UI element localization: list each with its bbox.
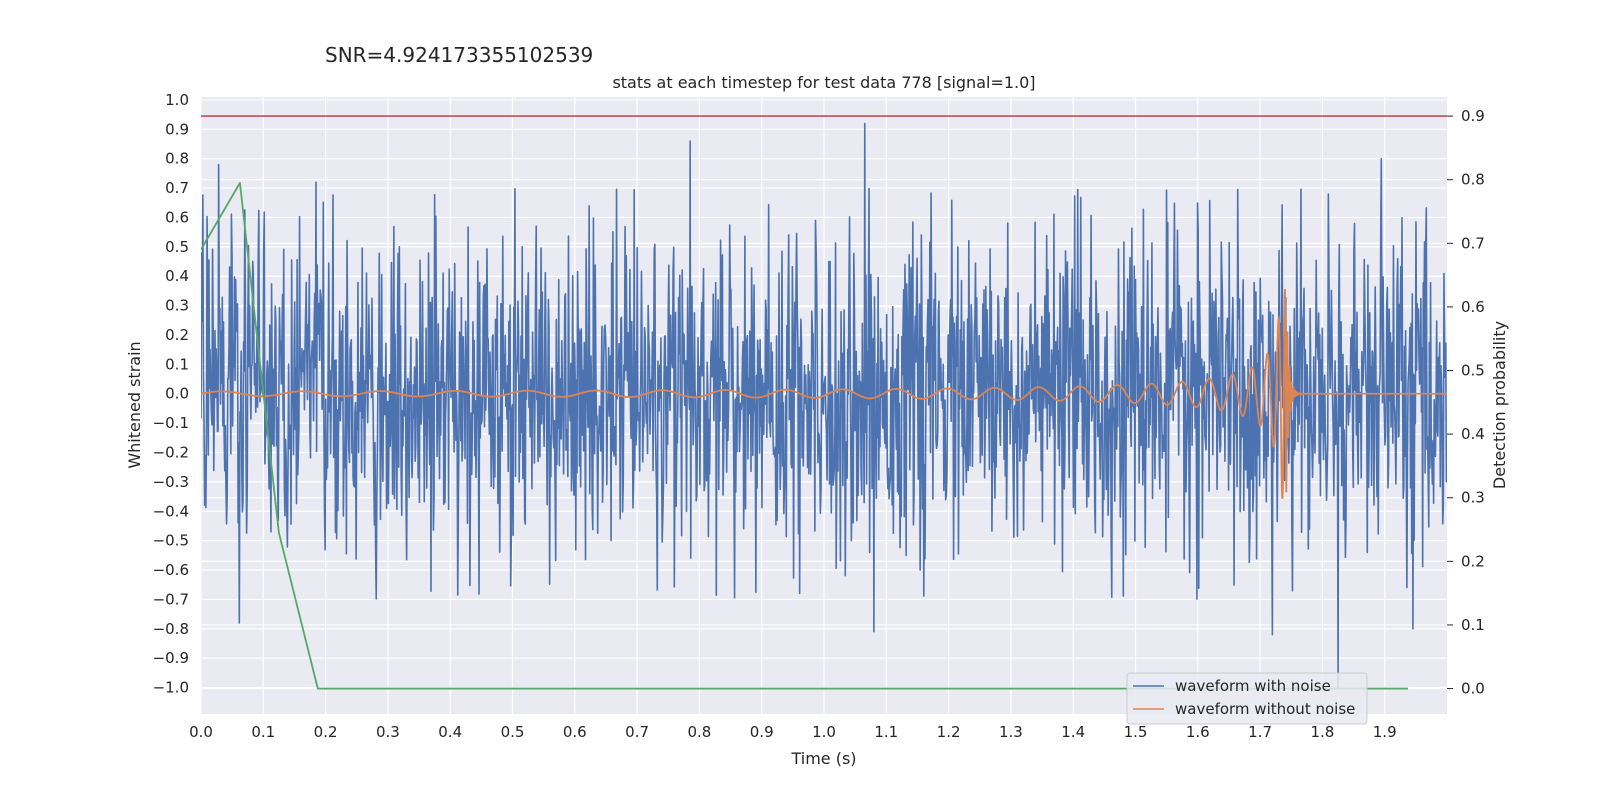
y-tick-right-label: 0.0 bbox=[1461, 680, 1485, 698]
legend-label-clean: waveform without noise bbox=[1175, 700, 1355, 718]
ticks-layer: 1.0 0.9 0.8 0.7 0.6 0.5 0.4 0.3 0.2 0.1 0.0 −0.1 −0.… bbox=[153, 91, 1485, 741]
y-tick-right-label: 0.9 bbox=[1461, 107, 1485, 125]
x-tick-label: 0.6 bbox=[563, 723, 587, 741]
legend: waveform with noise waveform without noi… bbox=[1126, 672, 1368, 725]
y-tick-left-label: −0.6 bbox=[153, 561, 189, 579]
x-tick-label: 0.8 bbox=[687, 723, 711, 741]
y-tick-left-label: 0.9 bbox=[165, 120, 189, 138]
y-tick-left-label: 0.2 bbox=[165, 326, 189, 344]
y-tick-left-label: −1.0 bbox=[153, 679, 189, 697]
y-axis-label-left: Whitened strain bbox=[125, 341, 144, 468]
y-tick-left-label: 0.6 bbox=[165, 208, 189, 226]
legend-label-noise: waveform with noise bbox=[1175, 677, 1331, 695]
x-tick-label: 1.9 bbox=[1373, 723, 1397, 741]
y-tick-left-label: −0.2 bbox=[153, 444, 189, 462]
x-tick-label: 0.2 bbox=[314, 723, 338, 741]
y-tick-right-label: 0.4 bbox=[1461, 425, 1485, 443]
y-tick-right-label: 0.7 bbox=[1461, 234, 1485, 252]
x-tick-label: 0.0 bbox=[189, 723, 213, 741]
y-tick-left-label: 0.3 bbox=[165, 297, 189, 315]
legend-box bbox=[1126, 672, 1368, 725]
y-tick-left-label: 0.1 bbox=[165, 355, 189, 373]
series-waveform-with-noise bbox=[201, 122, 1447, 689]
x-tick-label: 0.1 bbox=[251, 723, 275, 741]
y-tick-right-label: 0.3 bbox=[1461, 489, 1485, 507]
y-axis-label-right: Detection probability bbox=[1490, 321, 1509, 489]
y-tick-left-label: 0.0 bbox=[165, 385, 189, 403]
y-tick-left-label: −0.4 bbox=[153, 502, 189, 520]
y-tick-left-label: −0.1 bbox=[153, 414, 189, 432]
series-layer bbox=[201, 115, 1447, 690]
y-tick-left-label: 0.4 bbox=[165, 267, 189, 285]
x-tick-label: 1.2 bbox=[937, 723, 961, 741]
x-tick-label: 1.3 bbox=[999, 723, 1023, 741]
y-tick-left-label: 0.8 bbox=[165, 150, 189, 168]
x-tick-label: 0.7 bbox=[625, 723, 649, 741]
chart-title: stats at each timestep for test data 778… bbox=[612, 73, 1035, 92]
x-axis-label: Time (s) bbox=[790, 749, 856, 768]
x-tick-label: 1.1 bbox=[874, 723, 898, 741]
y-tick-left-label: 1.0 bbox=[165, 91, 189, 109]
y-tick-right-label: 0.2 bbox=[1461, 552, 1485, 570]
x-tick-label: 0.5 bbox=[501, 723, 525, 741]
y-tick-left-label: −0.5 bbox=[153, 532, 189, 550]
y-tick-right-label: 0.1 bbox=[1461, 616, 1485, 634]
y-tick-left-label: −0.8 bbox=[153, 620, 189, 638]
y-tick-right-label: 0.8 bbox=[1461, 171, 1485, 189]
y-tick-left-label: −0.7 bbox=[153, 590, 189, 608]
y-tick-left-label: 0.5 bbox=[165, 238, 189, 256]
chart-suptitle: SNR=4.924173355102539 bbox=[325, 43, 593, 67]
x-tick-label: 0.3 bbox=[376, 723, 400, 741]
x-tick-label: 1.0 bbox=[812, 723, 836, 741]
x-tick-label: 0.9 bbox=[750, 723, 774, 741]
y-tick-right-label: 0.6 bbox=[1461, 298, 1485, 316]
x-tick-label: 1.6 bbox=[1186, 723, 1210, 741]
x-tick-label: 0.4 bbox=[438, 723, 462, 741]
x-tick-label: 1.4 bbox=[1061, 723, 1085, 741]
y-tick-right-label: 0.5 bbox=[1461, 362, 1485, 380]
y-tick-left-label: −0.3 bbox=[153, 473, 189, 491]
x-tick-label: 1.7 bbox=[1248, 723, 1272, 741]
x-tick-label: 1.8 bbox=[1310, 723, 1334, 741]
series-waveform-without-noise bbox=[201, 288, 1447, 500]
x-tick-label: 1.5 bbox=[1124, 723, 1148, 741]
y-tick-left-label: 0.7 bbox=[165, 179, 189, 197]
y-tick-left-label: −0.9 bbox=[153, 649, 189, 667]
